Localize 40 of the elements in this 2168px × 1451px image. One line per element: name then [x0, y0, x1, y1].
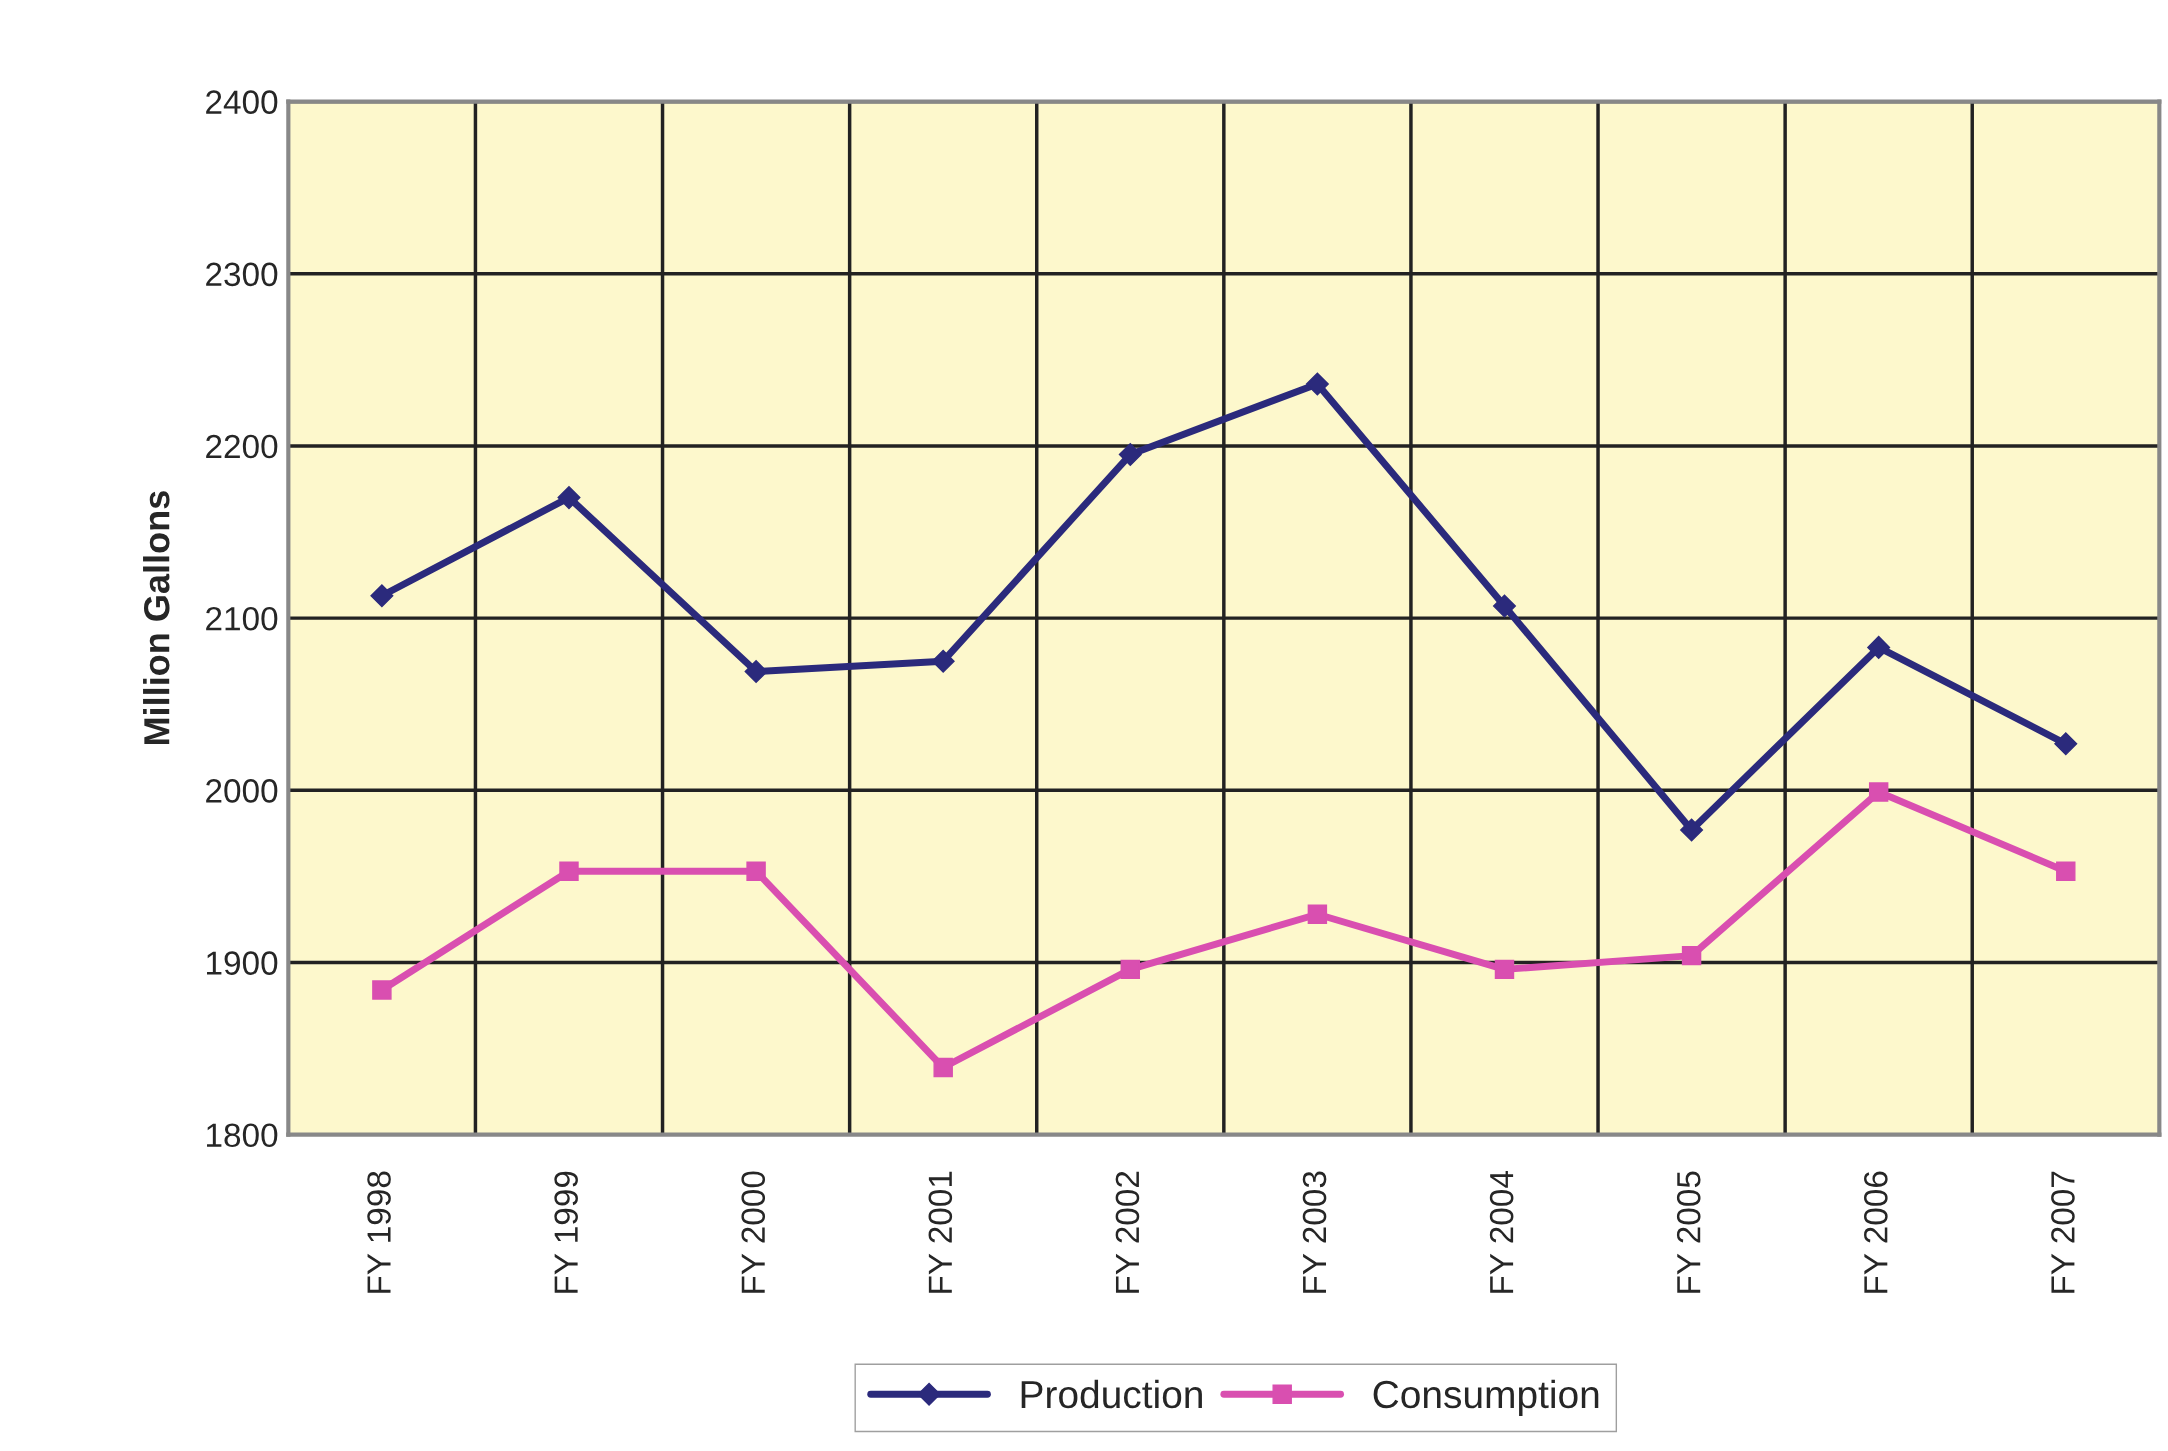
- x-tick-label: FY 1998: [367, 1171, 391, 1293]
- point: [1307, 904, 1328, 925]
- y-tick-label: 2100: [206, 606, 278, 631]
- point: [1867, 635, 1891, 659]
- x-tick-label: FY 2004: [1489, 1171, 1514, 1293]
- x-tick-label: FY 2000: [741, 1171, 766, 1293]
- y-tick-label: 2000: [206, 779, 278, 803]
- point: [746, 861, 766, 881]
- point: [931, 649, 955, 673]
- y-tick-label: 1800: [207, 1123, 278, 1148]
- point: [1868, 782, 1889, 802]
- point: [1492, 594, 1516, 618]
- point: [1120, 959, 1141, 980]
- legend-label: Production: [1021, 1379, 1202, 1409]
- x-tick-label: FY 2007: [2051, 1171, 2075, 1293]
- x-tick-label: FY 2002: [1115, 1171, 1140, 1293]
- point: [2054, 732, 2078, 756]
- point: [372, 980, 392, 1000]
- point: [1494, 959, 1515, 980]
- y-tick-label: 1900: [207, 951, 278, 975]
- point: [1680, 818, 1704, 842]
- y-tick-label: 2300: [206, 262, 278, 287]
- point: [1118, 443, 1142, 467]
- legend-label: Consumption: [1373, 1379, 1599, 1416]
- y-tick-label: 2400: [206, 90, 278, 114]
- point: [933, 1057, 953, 1078]
- x-tick-label: FY 2006: [1864, 1171, 1888, 1293]
- point: [744, 660, 768, 684]
- x-tick-label: FY 2005: [1676, 1171, 1701, 1293]
- x-tick-label: FY 2001: [928, 1171, 953, 1293]
- point: [1681, 945, 1702, 966]
- point: [559, 861, 579, 881]
- y-axis-title: Million Gallons: [143, 491, 170, 745]
- point: [370, 584, 394, 608]
- point: [1305, 372, 1329, 396]
- point: [2056, 861, 2076, 881]
- point: [557, 486, 581, 510]
- y-tick-label: 2200: [206, 434, 278, 459]
- x-tick-label: FY 1999: [554, 1171, 578, 1293]
- x-tick-label: FY 2003: [1302, 1171, 1327, 1293]
